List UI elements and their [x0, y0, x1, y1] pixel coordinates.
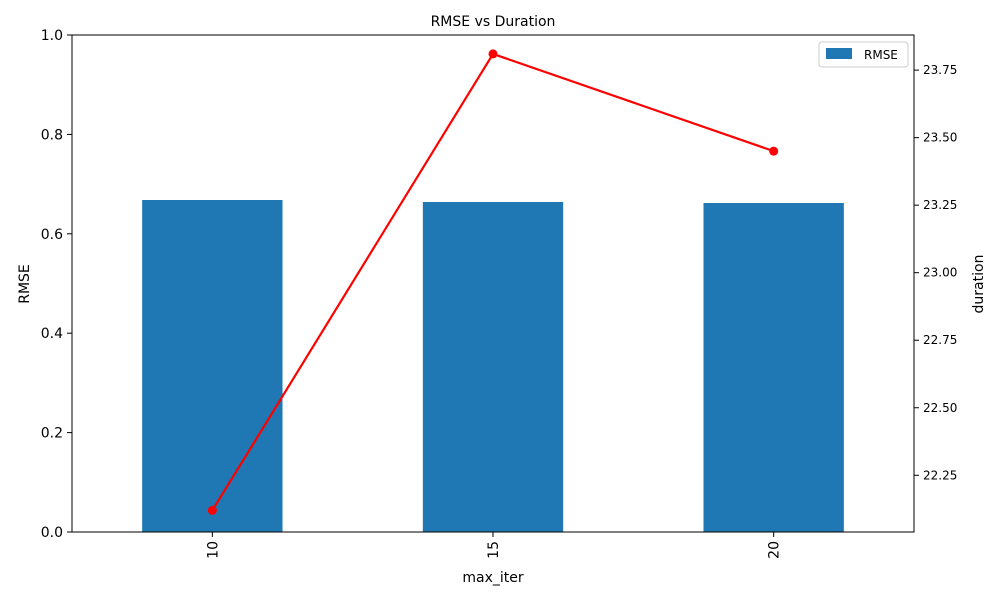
- x-tick-label: 15: [486, 541, 502, 559]
- x-axis: 10 15 20: [205, 532, 783, 559]
- bar-15: [422, 201, 564, 532]
- x-tick-label: 10: [205, 541, 221, 559]
- line-series-group: [207, 49, 779, 515]
- y2-tick-label: 22.50: [923, 401, 957, 415]
- y2-tick-label: 23.75: [923, 63, 957, 77]
- duration-point-20: [769, 146, 779, 156]
- y-tick-label: 0.2: [41, 426, 63, 442]
- chart-title: RMSE vs Duration: [431, 14, 556, 30]
- bar-group: [142, 200, 844, 532]
- y-axis-title: RMSE: [17, 264, 33, 304]
- legend: RMSE: [818, 41, 909, 68]
- y-tick-label: 0.4: [41, 326, 63, 342]
- x-tick-label: 20: [767, 541, 783, 559]
- duration-point-15: [488, 49, 498, 59]
- right-axis: 22.25 22.50 22.75 23.00 23.25 23.50 23.75: [914, 63, 957, 482]
- y2-axis-title: duration: [971, 255, 987, 314]
- y2-tick-label: 23.00: [923, 266, 957, 280]
- bar-10: [142, 200, 283, 532]
- y-tick-label: 0.6: [41, 227, 63, 243]
- left-axis: 0.0 0.2 0.4 0.6 0.8 1.0: [41, 28, 72, 541]
- duration-point-10: [207, 505, 217, 515]
- x-axis-title: max_iter: [462, 570, 523, 586]
- y2-tick-label: 23.25: [923, 198, 957, 212]
- legend-label-rmse: RMSE: [864, 48, 898, 62]
- y-tick-label: 1.0: [41, 28, 63, 44]
- plot-frame: [71, 34, 915, 533]
- y2-tick-label: 22.25: [923, 468, 957, 482]
- y-tick-label: 0.8: [41, 127, 63, 143]
- legend-swatch-rmse: [826, 48, 852, 59]
- bar-20: [703, 202, 844, 532]
- y2-tick-label: 23.50: [923, 131, 957, 145]
- y-tick-label: 0.0: [41, 525, 63, 541]
- y2-tick-label: 22.75: [923, 333, 957, 347]
